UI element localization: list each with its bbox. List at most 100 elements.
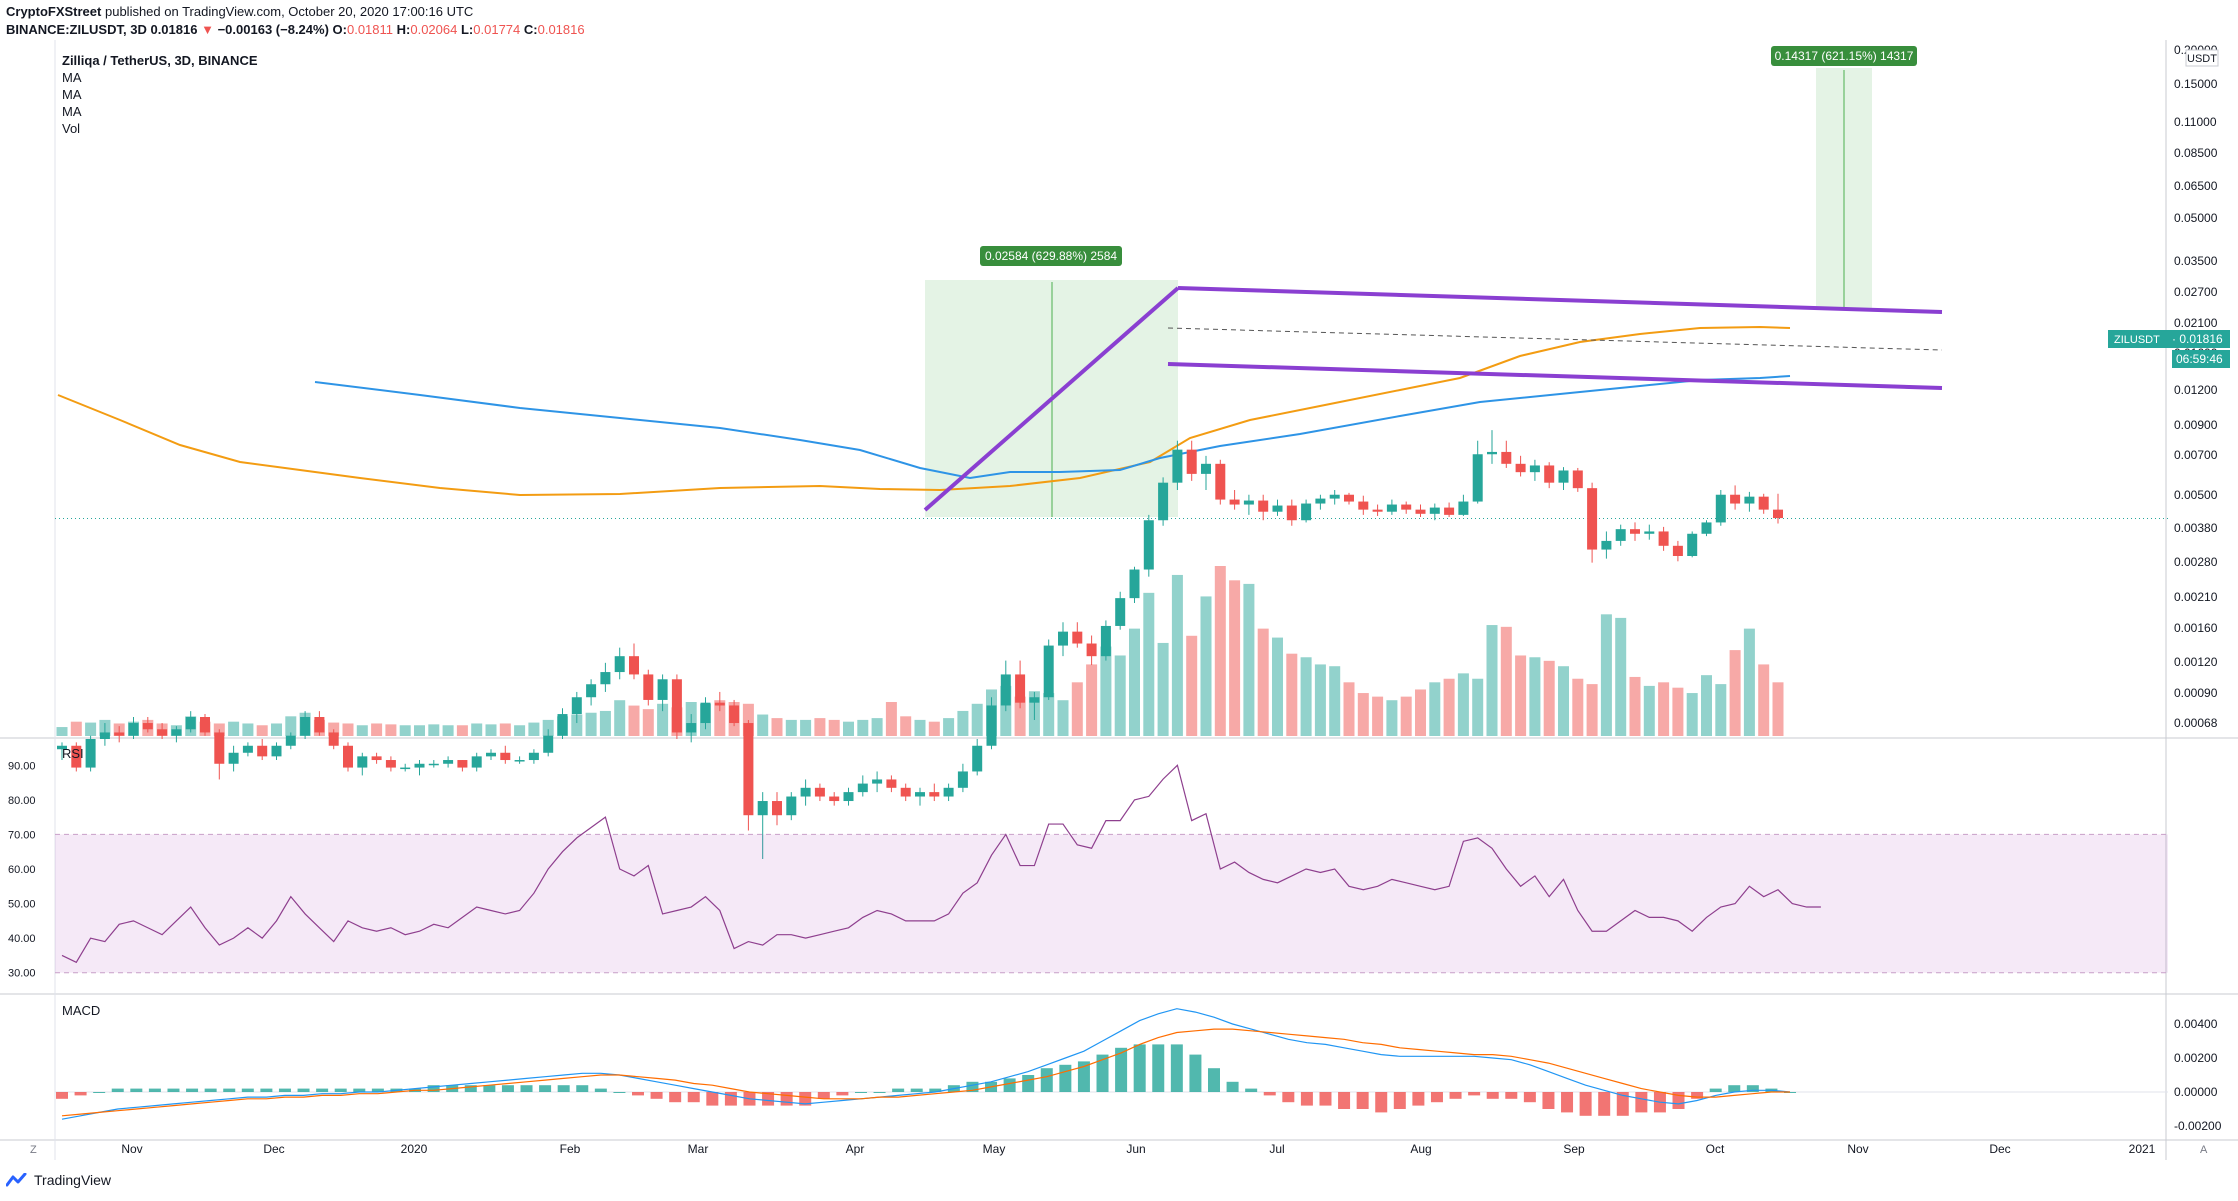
rsi-tick-label: 60.00 (8, 864, 36, 876)
open-label: O: (332, 22, 347, 37)
volume-bar (1472, 678, 1484, 736)
legend-title[interactable]: Zilliqa / TetherUS, 3D, BINANCE (62, 53, 258, 68)
macd-histogram-bar (1059, 1064, 1072, 1092)
volume-bar (900, 716, 912, 736)
volume-bar (1457, 673, 1469, 736)
volume-bar (1343, 682, 1355, 736)
macd-histogram-bar (539, 1085, 552, 1092)
symbol-info: BINANCE:ZILUSDT, 3D (6, 22, 147, 37)
volume-bar (1100, 646, 1112, 736)
volume-bar (742, 703, 754, 736)
macd-histogram-bar (780, 1092, 793, 1106)
candle-body (1386, 504, 1397, 512)
macd-histogram-bar (1412, 1092, 1425, 1106)
volume-bar (843, 721, 854, 736)
price-tick-label: 0.02700 (2174, 285, 2218, 299)
candle-body (943, 787, 954, 797)
volume-bar (1658, 682, 1670, 736)
price-tick-label: 0.00210 (2174, 590, 2218, 604)
candle-body (1000, 674, 1011, 706)
macd-histogram-bar (1709, 1088, 1722, 1092)
candle-body (743, 723, 754, 816)
price-change: −0.00163 (−8.24%) (217, 22, 329, 37)
volume-bar (828, 719, 840, 736)
price-tick-label: 0.01200 (2174, 383, 2218, 397)
volume-bar (1615, 617, 1627, 736)
time-tick-label: Feb (560, 1142, 581, 1156)
volume-bar (814, 718, 826, 736)
volume-bar (1558, 666, 1569, 736)
volume-bar (928, 721, 940, 736)
macd-label[interactable]: MACD (62, 1003, 101, 1018)
macd-histogram-bar (111, 1088, 124, 1092)
volume-bar (528, 722, 540, 736)
macd-histogram-bar (1319, 1092, 1332, 1106)
candle-body (457, 760, 468, 768)
volume-bar (1286, 653, 1298, 736)
candle-body (1701, 522, 1712, 534)
candle-body (872, 779, 883, 784)
candle-body (1329, 494, 1340, 499)
measure-small-label-bg (980, 246, 1122, 266)
macd-histogram-bar (1096, 1054, 1109, 1092)
volume-bar (1243, 583, 1255, 736)
candle-body (1572, 470, 1583, 489)
channel-lower-line (1167, 362, 1943, 390)
volume-bar (1643, 685, 1655, 736)
volume-bar (1357, 693, 1369, 736)
macd-histogram-bar (1208, 1068, 1220, 1092)
symbol-price-tag-bg (2108, 330, 2230, 348)
time-tick-label: 2021 (2129, 1142, 2156, 1156)
candle-body (571, 697, 582, 715)
candle-body (1058, 631, 1068, 646)
footer-brand[interactable]: TradingView (6, 1172, 111, 1188)
price-tick-label: 0.00700 (2174, 448, 2218, 462)
price-tick-label: 0.00900 (2174, 418, 2218, 432)
legend-vol[interactable]: Vol (62, 121, 81, 136)
candle-body (385, 760, 396, 768)
author-name[interactable]: CryptoFXStreet (6, 4, 102, 19)
macd-histogram-bar (353, 1088, 366, 1092)
macd-histogram-bar (204, 1088, 217, 1092)
volume-bar (1443, 678, 1455, 736)
candle-body (428, 763, 439, 766)
macd-histogram-bar (929, 1088, 942, 1092)
macd-histogram-bar (1505, 1092, 1518, 1099)
macd-histogram-bar (278, 1088, 291, 1092)
candle-body (486, 752, 496, 757)
candle-body (471, 756, 482, 768)
measure-big-label-bg (1771, 46, 1917, 66)
rsi-label[interactable]: RSI (62, 746, 84, 761)
time-tick-label: May (983, 1142, 1006, 1156)
volume-bar (385, 724, 397, 736)
macd-histogram-bar (1226, 1081, 1239, 1092)
candle-body (957, 771, 968, 788)
macd-histogram-bar (873, 1092, 886, 1093)
legend-ma-3[interactable]: MA (62, 104, 82, 119)
legend-ma-1[interactable]: MA (62, 70, 82, 85)
macd-histogram-bar (1189, 1054, 1202, 1092)
macd-histogram-bar (836, 1092, 849, 1096)
last-price: 0.01816 (150, 22, 198, 37)
candle-body (586, 684, 597, 698)
macd-histogram-bar (650, 1092, 663, 1099)
volume-bar (871, 718, 883, 736)
candle-body (543, 735, 554, 753)
countdown-tag: 06:59:46 (2176, 352, 2223, 366)
macd-histogram-bar (371, 1088, 384, 1092)
candle-body (1515, 463, 1526, 473)
volume-bar (1372, 696, 1384, 736)
candle-body (700, 702, 711, 724)
price-tag: · 0.01816 (2172, 332, 2223, 346)
legend-ma-2[interactable]: MA (62, 87, 82, 102)
time-tick-label: Jun (1126, 1142, 1145, 1156)
tradingview-logo-icon (6, 1173, 27, 1187)
price-tick-label: 0.00120 (2174, 655, 2218, 669)
time-tick-label: Aug (1410, 1142, 1431, 1156)
macd-histogram-bar (1468, 1092, 1481, 1096)
candle-body (886, 779, 897, 788)
macd-histogram-bar (1579, 1092, 1592, 1116)
macd-histogram-bar (854, 1092, 867, 1093)
price-tick-label: 0.11000 (2174, 115, 2217, 129)
